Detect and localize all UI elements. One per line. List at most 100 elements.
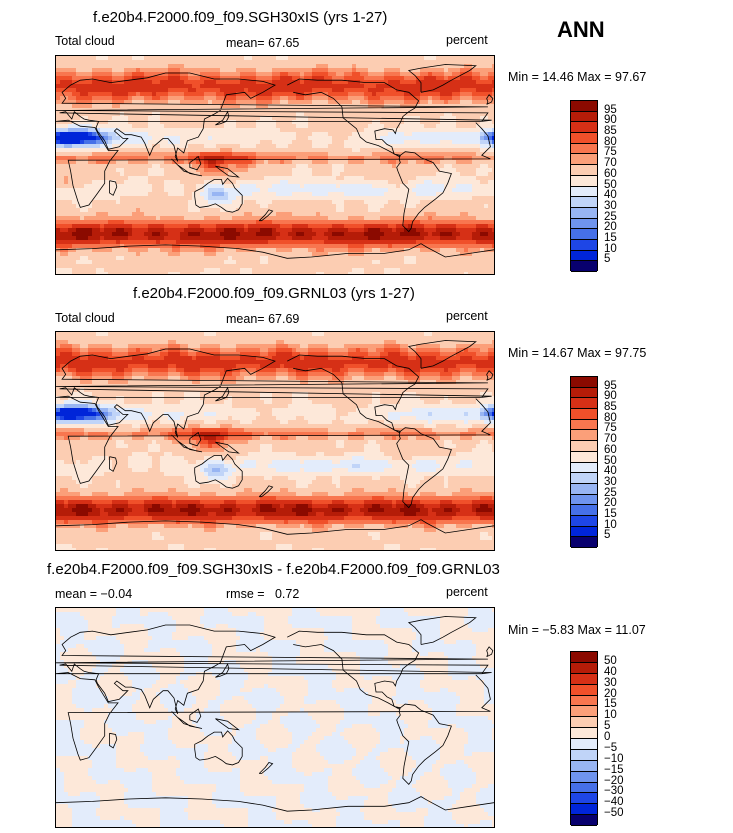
field-cell <box>420 84 425 89</box>
field-cell <box>208 80 213 85</box>
field-cell <box>480 164 485 169</box>
field-cell <box>140 208 145 213</box>
field-cell <box>308 172 313 177</box>
field-cell <box>484 148 489 153</box>
field-cell <box>460 192 465 197</box>
field-cell <box>480 132 485 137</box>
field-cell <box>244 84 249 89</box>
field-cell <box>156 204 161 209</box>
field-cell <box>352 220 357 225</box>
field-cell <box>144 92 149 97</box>
field-cell <box>400 120 405 125</box>
field-cell <box>120 176 125 181</box>
field-cell <box>104 188 109 193</box>
field-cell <box>144 56 149 61</box>
field-cell <box>428 176 433 181</box>
field-cell <box>308 212 313 217</box>
field-cell <box>200 108 205 113</box>
field-cell <box>236 92 241 97</box>
field-cell <box>384 184 389 189</box>
field-cell <box>80 176 85 181</box>
field-cell <box>72 112 77 117</box>
field-cell <box>272 80 277 85</box>
field-cell <box>448 120 453 125</box>
field-cell <box>404 60 409 65</box>
field-cell <box>292 68 297 73</box>
field-cell <box>272 144 277 149</box>
field-cell <box>424 144 429 149</box>
field-cell <box>396 76 401 81</box>
field-cell <box>256 72 261 77</box>
field-cell <box>476 204 481 209</box>
field-cell <box>312 80 317 85</box>
field-cell <box>448 168 453 173</box>
field-cell <box>84 104 89 109</box>
field-cell <box>412 216 417 221</box>
field-cell <box>168 208 173 213</box>
field-cell <box>416 204 421 209</box>
field-cell <box>492 72 494 77</box>
field-cell <box>176 116 181 121</box>
field-cell <box>404 116 409 121</box>
field-cell <box>392 212 397 217</box>
field-cell <box>208 72 213 77</box>
field-cell <box>244 108 249 113</box>
field-cell <box>456 168 461 173</box>
field-cell <box>252 120 257 125</box>
field-cell <box>432 184 437 189</box>
field-cell <box>436 220 441 225</box>
field-cell <box>128 140 133 145</box>
field-cell <box>188 56 193 61</box>
field-cell <box>224 176 229 181</box>
field-cell <box>264 92 269 97</box>
field-cell <box>72 68 77 73</box>
field-cell <box>436 204 441 209</box>
field-cell <box>400 124 405 129</box>
field-cell <box>84 156 89 161</box>
field-cell <box>440 216 445 221</box>
field-cell <box>440 84 445 89</box>
field-cell <box>356 64 361 69</box>
field-cell <box>392 220 397 225</box>
field-cell <box>476 136 481 141</box>
field-cell <box>260 128 265 133</box>
field-cell <box>324 116 329 121</box>
field-cell <box>276 72 281 77</box>
field-cell <box>180 112 185 117</box>
field-cell <box>196 152 201 157</box>
field-cell <box>324 232 329 237</box>
field-cell <box>308 224 313 229</box>
field-cell <box>320 156 325 161</box>
field-cell <box>412 144 417 149</box>
field-cell <box>352 140 357 145</box>
field-cell <box>372 64 377 69</box>
field-cell <box>420 132 425 137</box>
field-cell <box>76 220 81 225</box>
field-cell <box>384 88 389 93</box>
field-cell <box>356 164 361 169</box>
field-cell <box>276 68 281 73</box>
field-cell <box>320 160 325 165</box>
field-cell <box>448 108 453 113</box>
field-cell <box>388 192 393 197</box>
field-cell <box>440 152 445 157</box>
field-cell <box>372 92 377 97</box>
field-cell <box>164 120 169 125</box>
field-cell <box>404 64 409 69</box>
field-cell <box>268 176 273 181</box>
field-cell <box>376 192 381 197</box>
field-cell <box>276 108 281 113</box>
field-cell <box>232 164 237 169</box>
field-cell <box>280 112 285 117</box>
field-cell <box>200 144 205 149</box>
field-cell <box>240 60 245 65</box>
field-cell <box>388 100 393 105</box>
field-cell <box>160 152 165 157</box>
field-cell <box>324 144 329 149</box>
field-cell <box>300 172 305 177</box>
field-cell <box>200 136 205 141</box>
field-cell <box>444 188 449 193</box>
field-cell <box>92 92 97 97</box>
field-cell <box>316 144 321 149</box>
field-cell <box>324 124 329 129</box>
